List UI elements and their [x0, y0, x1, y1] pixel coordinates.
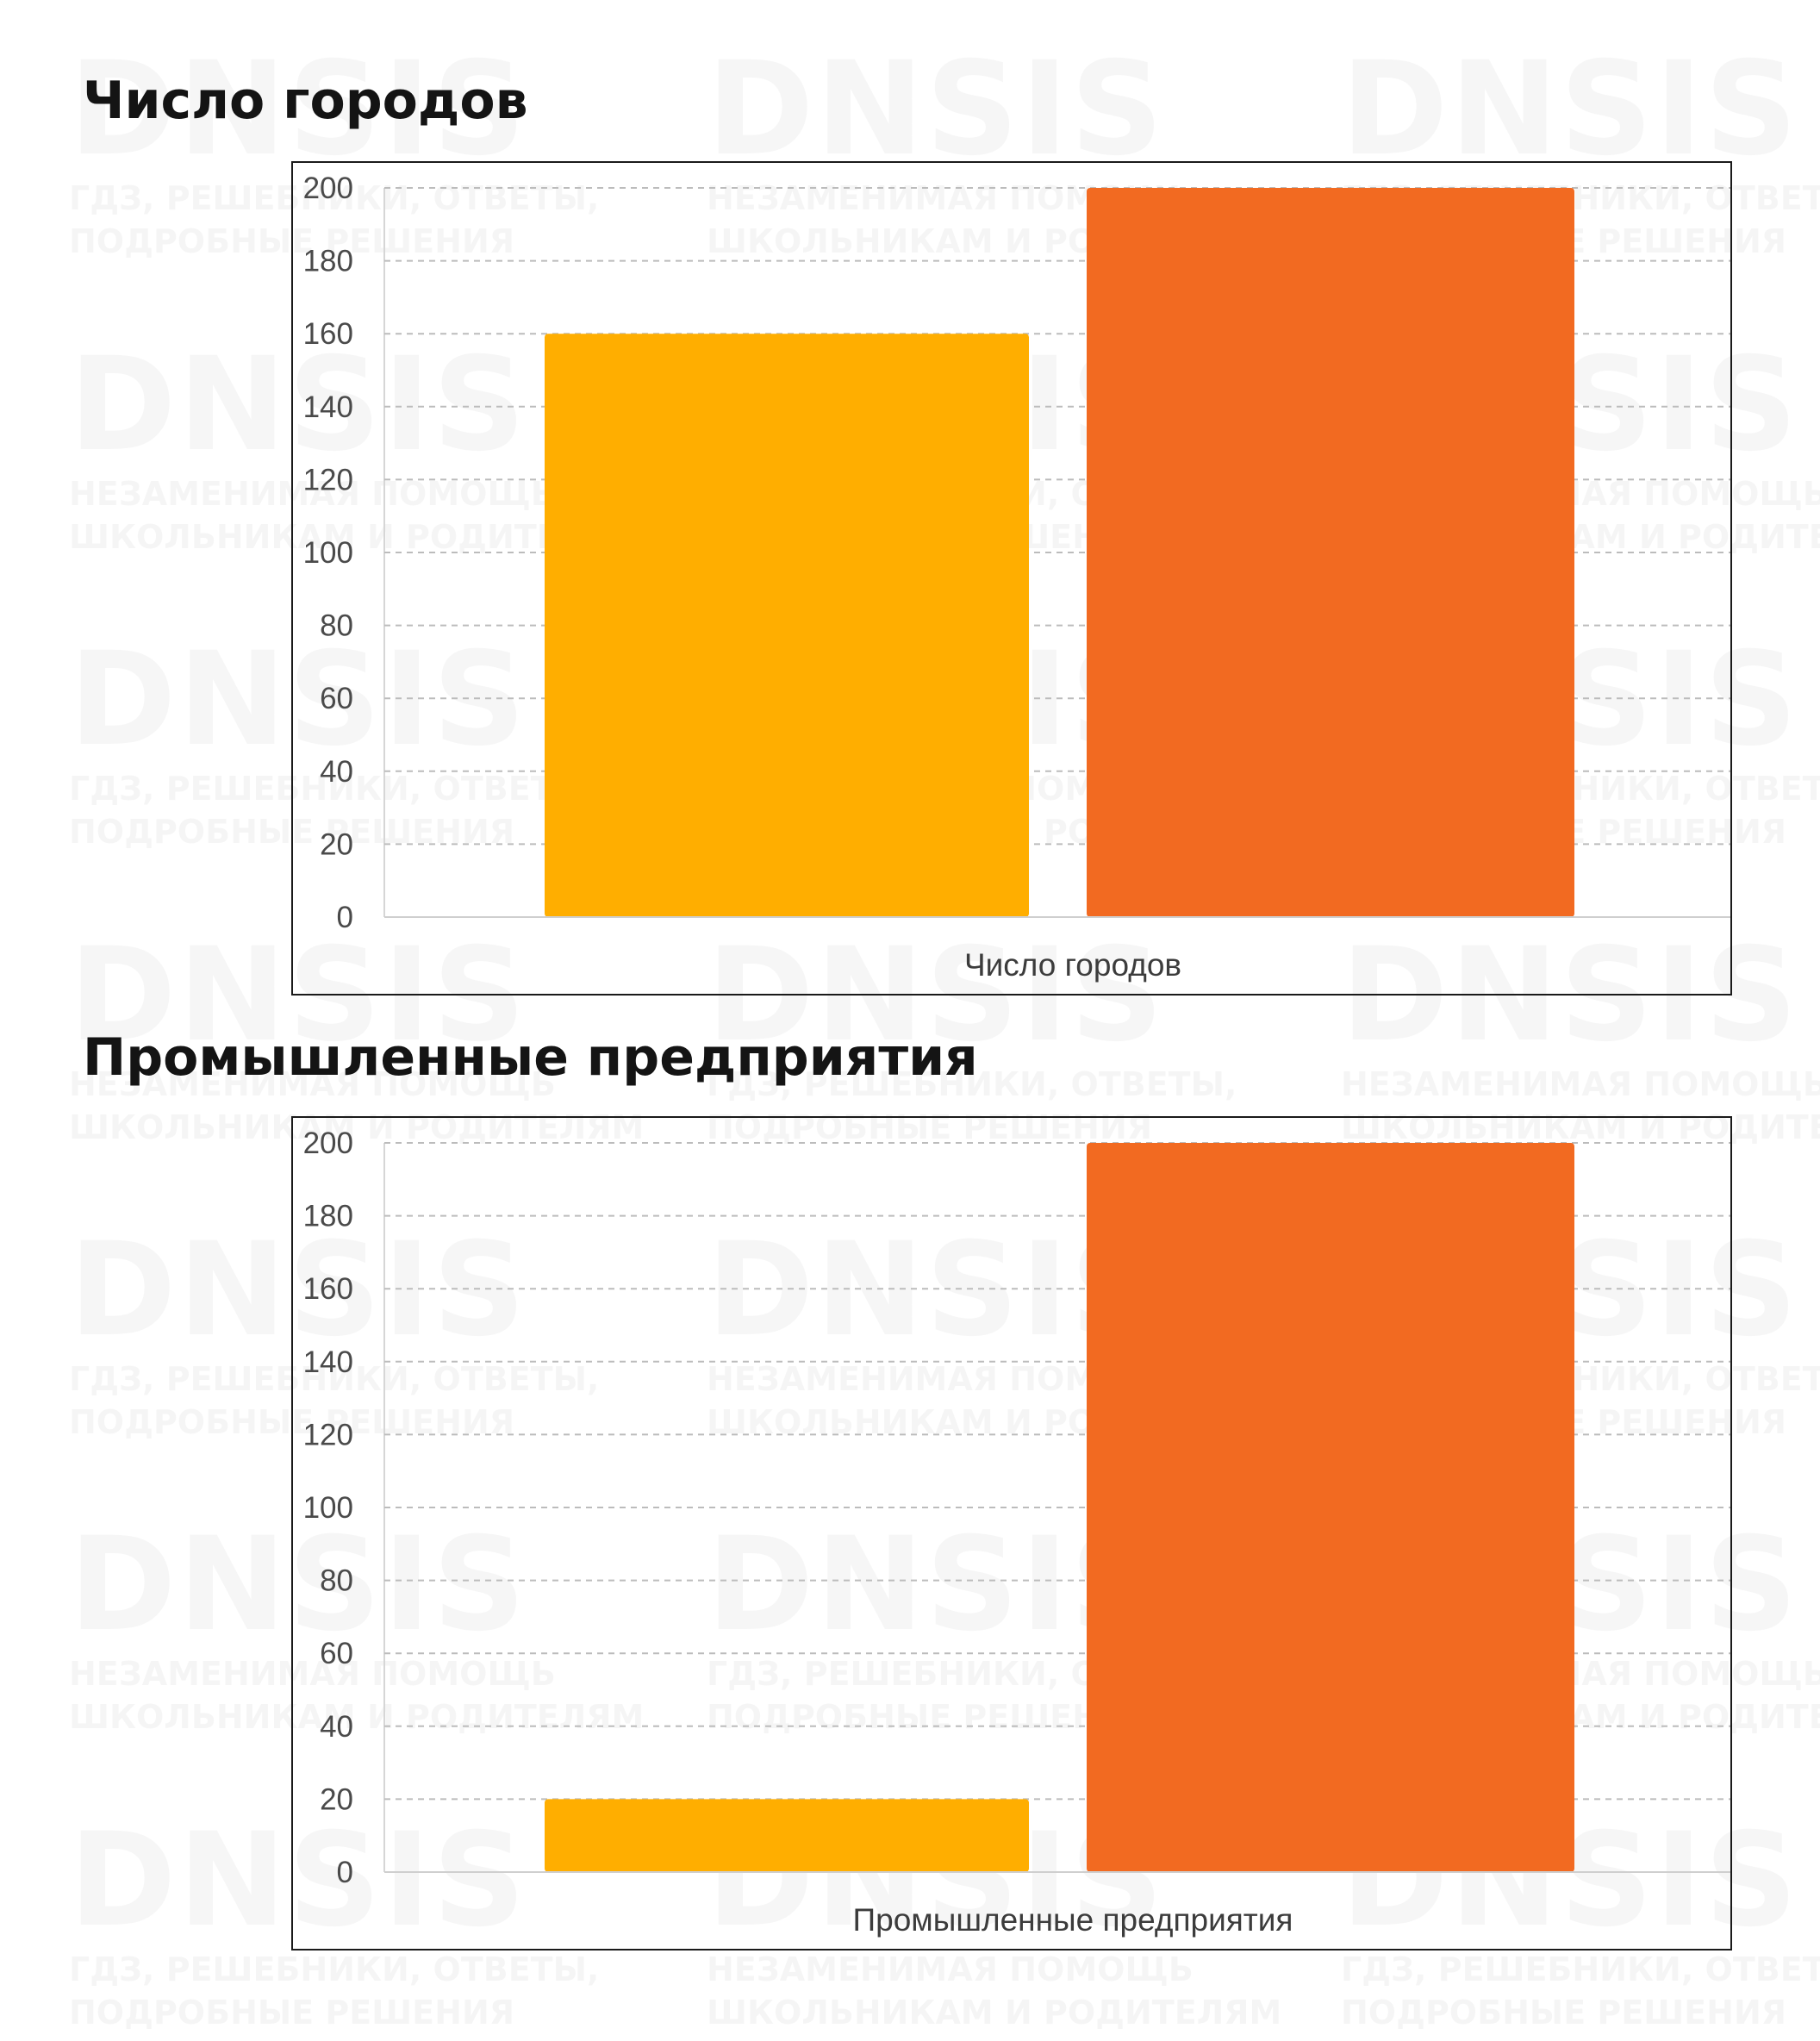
y-tick-label: 40: [320, 1710, 353, 1744]
bar-series-2: [1087, 1143, 1574, 1872]
bar-series-2: [1087, 188, 1574, 917]
watermark-tagline: НЕЗАМЕНИМАЯ ПОМОЩЬ: [707, 1948, 1194, 1991]
y-tick-label: 160: [303, 317, 353, 351]
watermark-tagline: ПОДРОБНЫЕ РЕШЕНИЯ: [1341, 1991, 1786, 2034]
watermark-tagline: ГДЗ, РЕШЕБНИКИ, ОТВЕТЫ,: [69, 1948, 599, 1991]
chart-2-frame: 0 20 40 60 80 100 120 140 160 180 200 Промышленные …: [291, 1116, 1732, 1950]
y-tick-label: 40: [320, 755, 353, 789]
y-tick-label: 100: [303, 536, 353, 570]
y-tick-label: 100: [303, 1491, 353, 1525]
y-tick-label: 140: [303, 1345, 353, 1379]
chart-1-frame: 0 20 40 60 80 100 120 140 160 180 200 Число городов: [291, 161, 1732, 996]
y-tick-label: 180: [303, 1200, 353, 1233]
y-tick-label: 80: [320, 609, 353, 643]
y-tick-label: 200: [303, 172, 353, 205]
y-tick-label: 60: [320, 1637, 353, 1670]
y-tick-label: 60: [320, 682, 353, 715]
y-tick-label: 80: [320, 1564, 353, 1598]
bar-series-1: [545, 334, 1029, 917]
watermark-tagline: ГДЗ, РЕШЕБНИКИ, ОТВЕТЫ,: [1341, 1948, 1820, 1991]
bar-series-1: [545, 1799, 1029, 1872]
chart-2-title: Промышленные предприятия: [83, 1027, 978, 1088]
y-tick-label: 0: [337, 1856, 353, 1889]
y-tick-label: 120: [303, 463, 353, 496]
y-tick-label: 160: [303, 1272, 353, 1306]
y-tick-label: 20: [320, 1782, 353, 1816]
chart-1-svg: 0 20 40 60 80 100 120 140 160 180 200 Число городов: [303, 172, 1730, 983]
y-tick-label: 140: [303, 390, 353, 424]
watermark-tagline: ШКОЛЬНИКАМ И РОДИТЕЛЯМ: [707, 1991, 1281, 2034]
watermark-tagline: НЕЗАМЕНИМАЯ ПОМОЩЬ: [1341, 1063, 1820, 1106]
y-tick-label: 180: [303, 245, 353, 278]
y-tick-label: 200: [303, 1127, 353, 1160]
chart-1-title: Число городов: [83, 71, 528, 131]
x-axis-title: Промышленные предприятия: [853, 1902, 1293, 1938]
chart-2-svg: 0 20 40 60 80 100 120 140 160 180 200 Промышленные …: [303, 1127, 1730, 1938]
x-axis-title: Число городов: [964, 947, 1181, 983]
y-tick-label: 0: [337, 901, 353, 934]
y-tick-label: 120: [303, 1418, 353, 1451]
y-tick-label: 20: [320, 827, 353, 861]
watermark-tagline: ПОДРОБНЫЕ РЕШЕНИЯ: [69, 1991, 514, 2034]
